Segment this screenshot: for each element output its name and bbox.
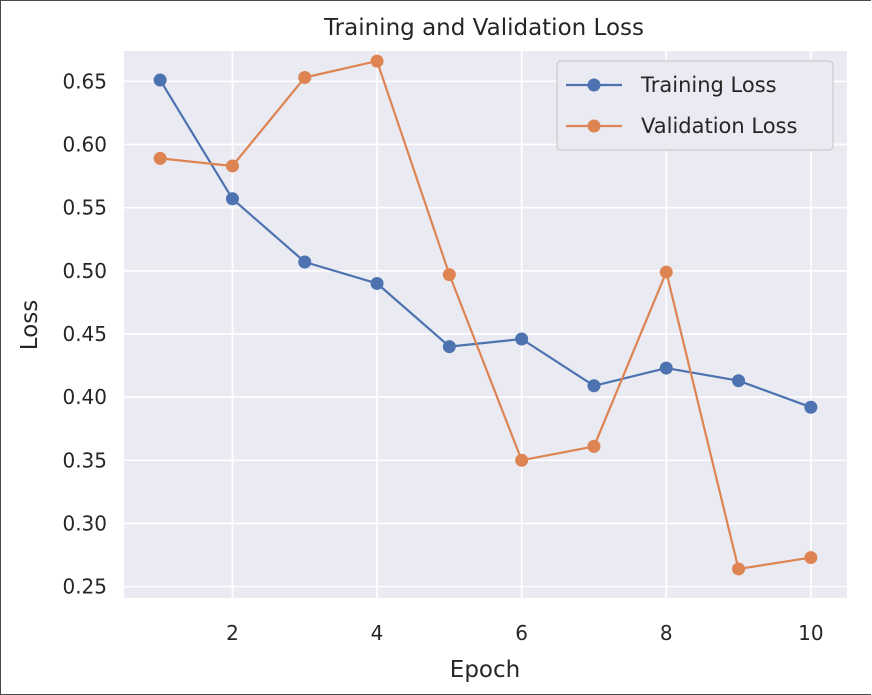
series-1-point	[587, 379, 601, 393]
series-1-point	[225, 192, 239, 206]
chart-title: Training and Validation Loss	[323, 15, 644, 41]
series-line-2	[160, 59, 812, 571]
y-tick-label: 0.60	[62, 132, 107, 156]
legend-marker-2	[587, 119, 601, 133]
y-tick-label: 0.25	[62, 575, 107, 599]
series-2-point	[153, 151, 167, 165]
series-2-point	[804, 551, 818, 565]
y-axis-label: Loss	[17, 300, 43, 350]
y-tick-label: 0.65	[62, 69, 107, 93]
y-tick-label: 0.50	[62, 259, 107, 283]
y-tick-label: 0.40	[62, 385, 107, 409]
legend-box	[556, 60, 834, 151]
series-1-point	[515, 332, 529, 346]
x-tick-label: 6	[515, 621, 528, 645]
series-2-point	[587, 439, 601, 453]
legend: Training Loss Validation Loss	[556, 60, 834, 151]
y-tick-label: 0.45	[62, 322, 107, 346]
series-line-1	[159, 79, 812, 409]
series-2-point	[442, 268, 456, 282]
x-tick-label: 10	[798, 621, 823, 645]
legend-label-2: Validation Loss	[641, 114, 797, 138]
legend-marker-1	[587, 78, 601, 92]
tick-labels: 2 4 6 8 10 0.25 0.30 0.35 0.40 0.45 0.50 0.55 0.60 0.…	[62, 69, 823, 645]
x-tick-label: 2	[226, 621, 239, 645]
series-1-point	[442, 340, 456, 354]
series-2-point	[225, 159, 239, 173]
series-layer	[153, 54, 818, 576]
series-1-point	[732, 374, 746, 388]
series-2-point	[515, 453, 529, 467]
series-2-point	[732, 562, 746, 576]
series-1-point	[153, 73, 167, 87]
y-tick-label: 0.35	[62, 448, 107, 472]
y-tick-label: 0.30	[62, 511, 107, 535]
series-2-point	[298, 71, 312, 85]
legend-label-1: Training Loss	[640, 73, 777, 97]
series-1-point	[804, 400, 818, 414]
series-2-point	[659, 265, 673, 279]
series-1-point	[659, 361, 673, 375]
x-tick-label: 4	[371, 621, 384, 645]
y-tick-label: 0.55	[62, 196, 107, 220]
series-1-point	[298, 255, 312, 269]
x-axis-label: Epoch	[450, 657, 520, 683]
series-2-point	[370, 54, 384, 68]
x-tick-label: 8	[660, 621, 673, 645]
series-1-point	[370, 276, 384, 290]
